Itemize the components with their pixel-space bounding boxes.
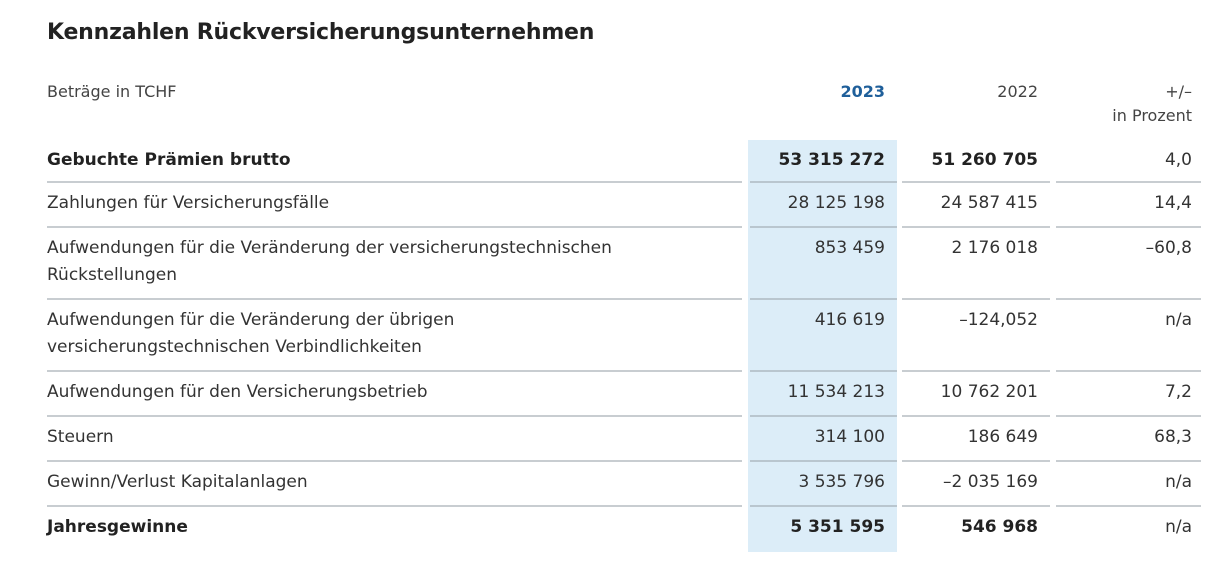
table-title: Kennzahlen Rückversicherungsunternehmen — [47, 20, 595, 45]
value-2022: 51 260 705 — [931, 150, 1038, 170]
value-change: 7,2 — [1164, 382, 1192, 402]
table-row: Aufwendungen für die Veränderung der ver… — [0, 228, 1225, 300]
value-2023: 5 351 595 — [790, 517, 885, 537]
header-change-line2: in Prozent — [1112, 106, 1192, 125]
value-2022: 186 649 — [967, 427, 1038, 447]
row-label: Aufwendungen für die Veränderung der übr… — [47, 310, 455, 357]
value-2022: –2 035 169 — [942, 472, 1038, 492]
table-row: Zahlungen für Versicherungsfälle 28 125 … — [0, 183, 1225, 228]
value-change: 4,0 — [1164, 150, 1192, 170]
row-label: Aufwendungen für den Versicherungsbetrie… — [47, 382, 428, 402]
row-label: Gewinn/Verlust Kapitalanlagen — [47, 472, 308, 492]
table-row: Aufwendungen für den Versicherungsbetrie… — [0, 372, 1225, 417]
row-label: Aufwendungen für die Veränderung der ver… — [47, 238, 612, 285]
row-label: Jahresgewinne — [47, 517, 188, 537]
value-2023: 28 125 198 — [787, 193, 885, 213]
value-change: n/a — [1165, 517, 1192, 537]
value-2023: 11 534 213 — [787, 382, 885, 402]
value-2022: 24 587 415 — [940, 193, 1038, 213]
header-change-line1: +/– — [1165, 82, 1192, 101]
table-row: Gebuchte Prämien brutto 53 315 272 51 26… — [0, 140, 1225, 183]
value-2022: –124,052 — [959, 310, 1038, 330]
value-2022: 10 762 201 — [940, 382, 1038, 402]
value-2023: 53 315 272 — [778, 150, 885, 170]
table-row: Jahresgewinne 5 351 595 546 968 n/a — [0, 507, 1225, 552]
header-change: +/– in Prozent — [1056, 80, 1192, 128]
value-change: –60,8 — [1145, 238, 1192, 258]
header-2023: 2023 — [840, 82, 885, 101]
table-row: Aufwendungen für die Veränderung der übr… — [0, 300, 1225, 372]
table-row: Gewinn/Verlust Kapitalanlagen 3 535 796 … — [0, 462, 1225, 507]
row-label: Steuern — [47, 427, 114, 447]
value-change: 68,3 — [1154, 427, 1192, 447]
value-2023: 853 459 — [814, 238, 885, 258]
value-2023: 3 535 796 — [798, 472, 885, 492]
value-2023: 314 100 — [814, 427, 885, 447]
value-2023: 416 619 — [814, 310, 885, 330]
header-2022: 2022 — [997, 82, 1038, 101]
table-row: Steuern 314 100 186 649 68,3 — [0, 417, 1225, 462]
highlight-column-2023 — [748, 140, 897, 552]
value-2022: 546 968 — [961, 517, 1038, 537]
header-amounts-label: Beträge in TCHF — [47, 82, 177, 101]
row-label: Gebuchte Prämien brutto — [47, 150, 291, 170]
row-label: Zahlungen für Versicherungsfälle — [47, 193, 330, 213]
value-change: 14,4 — [1154, 193, 1192, 213]
key-figures-table: Gebuchte Prämien brutto 53 315 272 51 26… — [0, 140, 1225, 552]
value-2022: 2 176 018 — [951, 238, 1038, 258]
value-change: n/a — [1165, 472, 1192, 492]
value-change: n/a — [1165, 310, 1192, 330]
